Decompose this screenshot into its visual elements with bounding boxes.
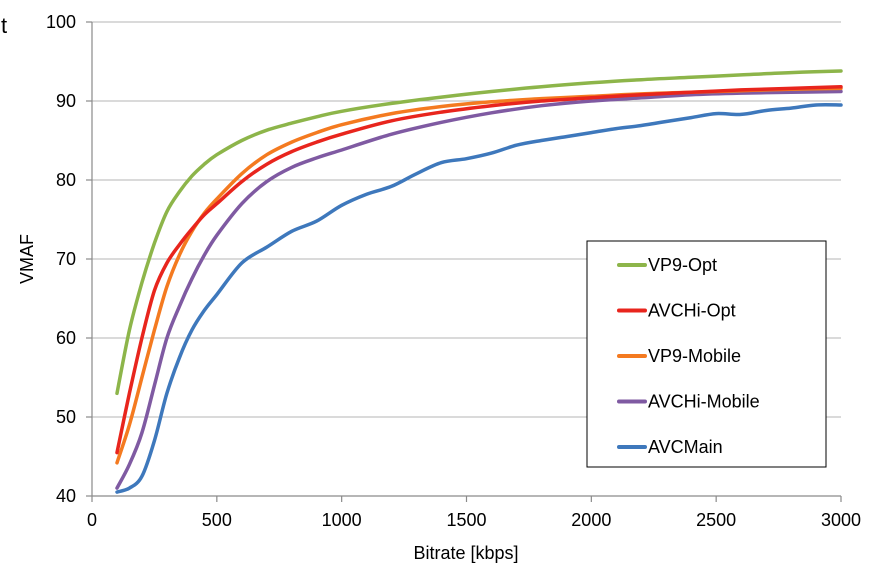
y-axis-ticks: 40 50 60 70 80 90 100 <box>46 12 92 506</box>
x-tick-label-1: 500 <box>202 510 232 530</box>
x-tick-label-4: 2000 <box>571 510 611 530</box>
x-tick-label-3: 1500 <box>446 510 486 530</box>
x-axis-title: Bitrate [kbps] <box>413 543 518 563</box>
legend-label-vp9-opt: VP9-Opt <box>648 255 717 275</box>
x-axis-ticks: 0 500 1000 1500 2000 2500 3000 <box>87 496 861 530</box>
y-axis-title: VMAF <box>17 234 37 284</box>
legend-label-avchi-mobile: AVCHi-Mobile <box>648 392 760 412</box>
legend-label-vp9-mobile: VP9-Mobile <box>648 346 741 366</box>
legend-label-avcmain: AVCMain <box>648 437 723 457</box>
y-tick-label-1: 50 <box>56 407 76 427</box>
x-tick-label-0: 0 <box>87 510 97 530</box>
y-tick-label-6: 100 <box>46 12 76 32</box>
legend-label-avchi-opt: AVCHi-Opt <box>648 301 736 321</box>
x-tick-label-2: 1000 <box>322 510 362 530</box>
y-tick-label-3: 70 <box>56 249 76 269</box>
x-tick-label-5: 2500 <box>696 510 736 530</box>
y-tick-label-0: 40 <box>56 486 76 506</box>
y-tick-label-2: 60 <box>56 328 76 348</box>
clipped-text: t <box>1 13 7 38</box>
y-tick-label-4: 80 <box>56 170 76 190</box>
y-tick-label-5: 90 <box>56 91 76 111</box>
legend: VP9-Opt AVCHi-Opt VP9-Mobile AVCHi-Mobile AV… <box>587 241 826 467</box>
x-tick-label-6: 3000 <box>821 510 861 530</box>
